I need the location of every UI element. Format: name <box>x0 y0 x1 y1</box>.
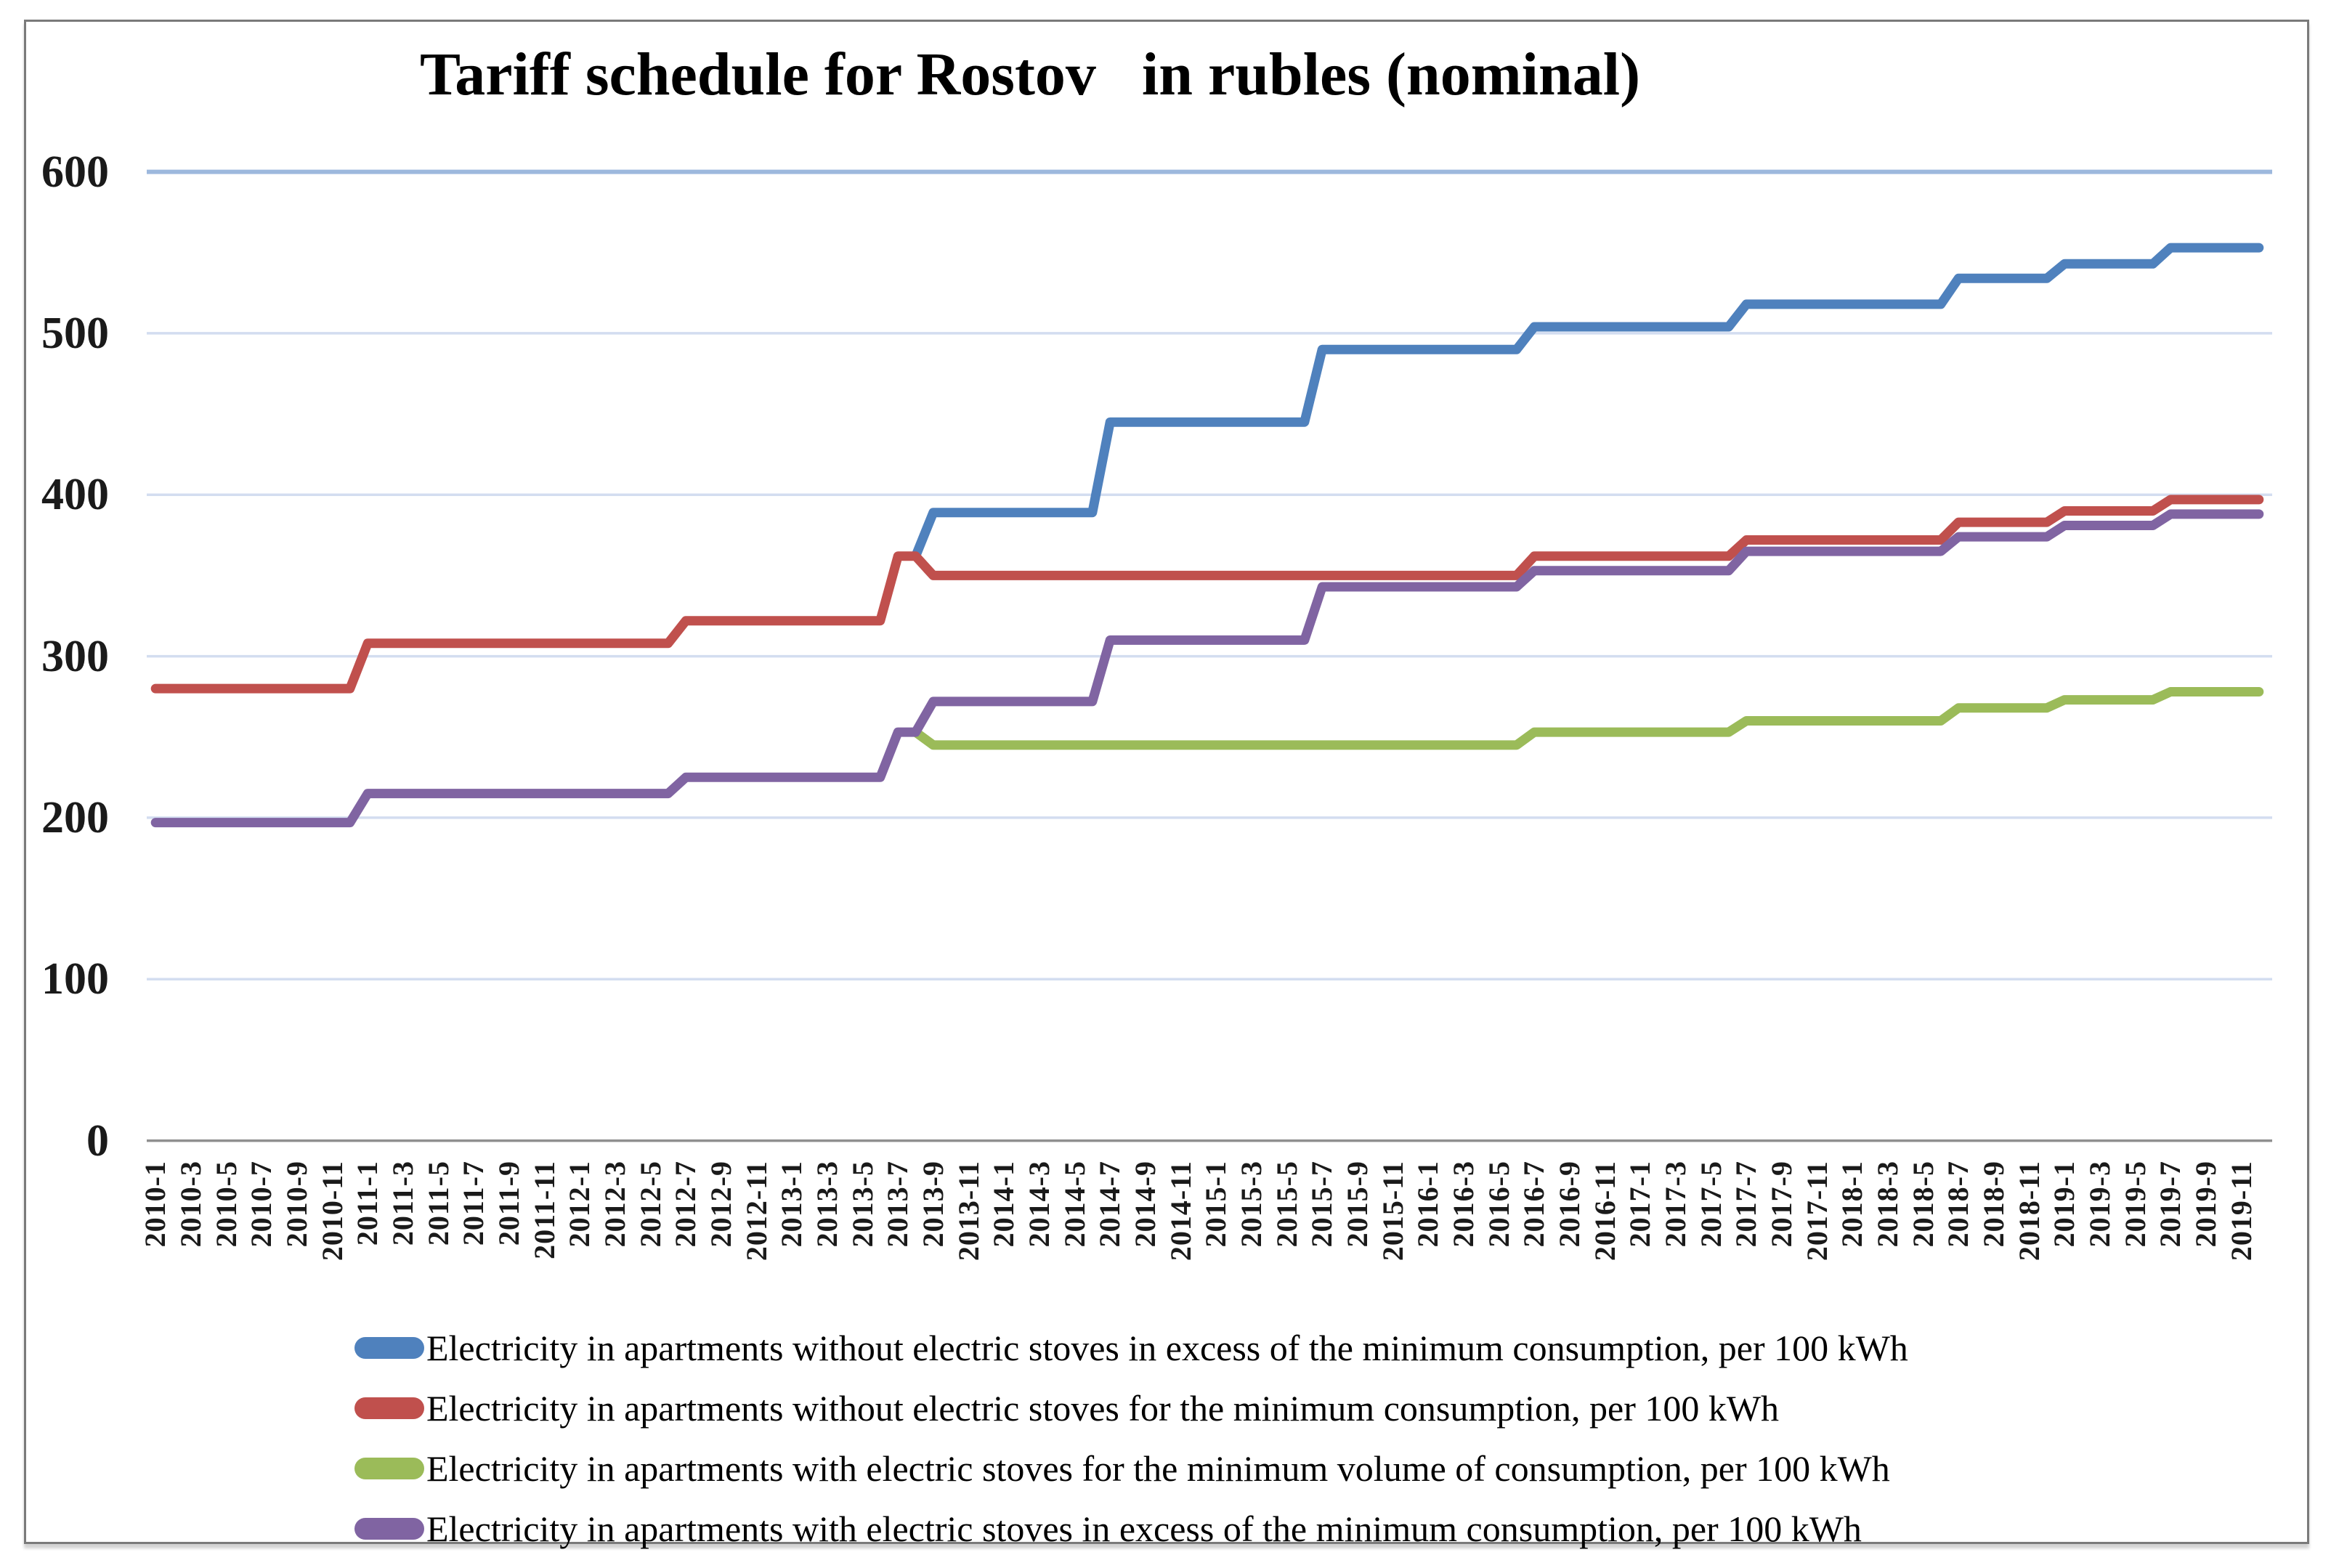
x-axis-label: 2010-1 <box>139 1161 171 1248</box>
x-axis-label: 2019-3 <box>2083 1161 2116 1248</box>
x-axis-label: 2016-9 <box>1553 1161 1586 1248</box>
x-axis-label: 2012-9 <box>705 1161 737 1248</box>
y-axis-label: 300 <box>41 632 109 681</box>
x-axis-label: 2016-11 <box>1589 1161 1621 1262</box>
x-axis-label: 2016-7 <box>1517 1161 1550 1248</box>
x-axis-label: 2015-9 <box>1341 1161 1374 1248</box>
x-axis-label: 2012-3 <box>599 1161 631 1248</box>
y-axis-label: 500 <box>41 309 109 358</box>
x-axis-label: 2019-5 <box>2119 1161 2152 1248</box>
x-axis-label: 2010-5 <box>210 1161 243 1248</box>
x-axis-label: 2015-5 <box>1270 1161 1303 1248</box>
x-axis-label: 2016-1 <box>1411 1161 1444 1248</box>
x-axis-label: 2012-11 <box>740 1161 773 1262</box>
x-axis-label: 2018-7 <box>1942 1161 1974 1248</box>
x-axis-label: 2013-9 <box>917 1161 949 1248</box>
x-axis-label: 2010-9 <box>280 1161 313 1248</box>
series-line-3 <box>150 509 2264 828</box>
legend-item: Electricity in apartments with electric … <box>354 1448 1890 1489</box>
x-axis-label: 2013-5 <box>846 1161 879 1248</box>
legend-item: Electricity in apartments without electr… <box>354 1328 1908 1368</box>
x-axis-label: 2014-11 <box>1164 1161 1197 1262</box>
x-axis-label: 2012-1 <box>563 1161 596 1248</box>
x-axis-label: 2014-1 <box>987 1161 1020 1248</box>
x-axis-label: 2015-1 <box>1199 1161 1232 1248</box>
legend-swatch-icon <box>354 1337 424 1359</box>
x-axis-label: 2019-11 <box>2225 1161 2258 1262</box>
series-line-0 <box>911 243 2264 561</box>
x-axis-label: 2018-3 <box>1871 1161 1904 1248</box>
x-axis-label: 2017-11 <box>1801 1161 1833 1262</box>
x-axis-label: 2018-1 <box>1836 1161 1868 1248</box>
x-axis-label: 2016-3 <box>1447 1161 1480 1248</box>
x-axis-label: 2012-7 <box>669 1161 702 1248</box>
x-axis-label: 2014-5 <box>1058 1161 1091 1248</box>
x-axis-label: 2013-11 <box>952 1161 985 1262</box>
x-axis-label: 2011-5 <box>422 1161 455 1246</box>
x-axis-label: 2011-9 <box>492 1161 525 1246</box>
x-axis-label: 2017-5 <box>1695 1161 1727 1248</box>
y-axis-label: 200 <box>41 793 109 842</box>
chart-frame <box>24 20 2309 1544</box>
x-axis-label: 2017-1 <box>1623 1161 1656 1248</box>
x-axis-label: 2010-11 <box>316 1161 349 1262</box>
x-axis-label: 2019-9 <box>2189 1161 2222 1248</box>
x-axis-label: 2013-7 <box>881 1161 914 1248</box>
x-axis-label: 2013-3 <box>811 1161 843 1248</box>
x-axis-label: 2016-5 <box>1483 1161 1515 1248</box>
x-axis-label: 2014-9 <box>1129 1161 1162 1248</box>
legend-label: Electricity in apartments with electric … <box>426 1448 1890 1489</box>
x-axis-label: 2011-7 <box>457 1161 490 1246</box>
legend-label: Electricity in apartments with electric … <box>426 1508 1862 1549</box>
legend-swatch-icon <box>354 1458 424 1479</box>
legend-item: Electricity in apartments without electr… <box>354 1388 1780 1429</box>
y-axis-label: 600 <box>41 147 109 197</box>
x-axis-label: 2014-3 <box>1023 1161 1055 1248</box>
gridlines <box>147 169 2272 1142</box>
legend-swatch-icon <box>354 1397 424 1419</box>
x-axis-label: 2019-7 <box>2154 1161 2186 1248</box>
x-axis-label: 2015-7 <box>1305 1161 1338 1248</box>
x-axis-label: 2018-11 <box>2013 1161 2046 1262</box>
x-axis-label: 2018-9 <box>1977 1161 2010 1248</box>
series-lines <box>150 243 2264 828</box>
x-axis-label: 2017-7 <box>1730 1161 1762 1248</box>
x-axis-label: 2011-11 <box>528 1161 561 1259</box>
x-axis-label: 2013-1 <box>775 1161 808 1248</box>
x-axis-label: 2010-7 <box>245 1161 277 1248</box>
legend-item: Electricity in apartments with electric … <box>354 1508 1862 1549</box>
legend-label: Electricity in apartments without electr… <box>426 1388 1780 1429</box>
x-axis-label: 2012-5 <box>634 1161 667 1248</box>
x-axis-label: 2011-1 <box>351 1161 384 1246</box>
legend-swatch-icon <box>354 1518 424 1540</box>
series-line-2 <box>911 687 2264 750</box>
x-axis-label: 2019-1 <box>2048 1161 2080 1248</box>
x-axis-label: 2011-3 <box>386 1161 419 1246</box>
x-axis-label: 2018-5 <box>1907 1161 1939 1248</box>
y-axis-label: 100 <box>41 954 109 1004</box>
y-axis-label: 400 <box>41 470 109 519</box>
x-axis-label: 2015-11 <box>1377 1161 1409 1262</box>
legend-label: Electricity in apartments without electr… <box>426 1328 1908 1368</box>
x-axis-label: 2014-7 <box>1093 1161 1126 1248</box>
x-axis-label: 2015-3 <box>1235 1161 1268 1248</box>
x-axis-label: 2010-3 <box>174 1161 207 1248</box>
y-axis-label: 0 <box>86 1116 109 1166</box>
series-line-1 <box>150 495 2264 694</box>
chart-title: Tariff schedule for Rostov in rubles (no… <box>419 41 1641 108</box>
x-axis-label: 2017-9 <box>1765 1161 1798 1248</box>
x-axis-label: 2017-3 <box>1659 1161 1692 1248</box>
